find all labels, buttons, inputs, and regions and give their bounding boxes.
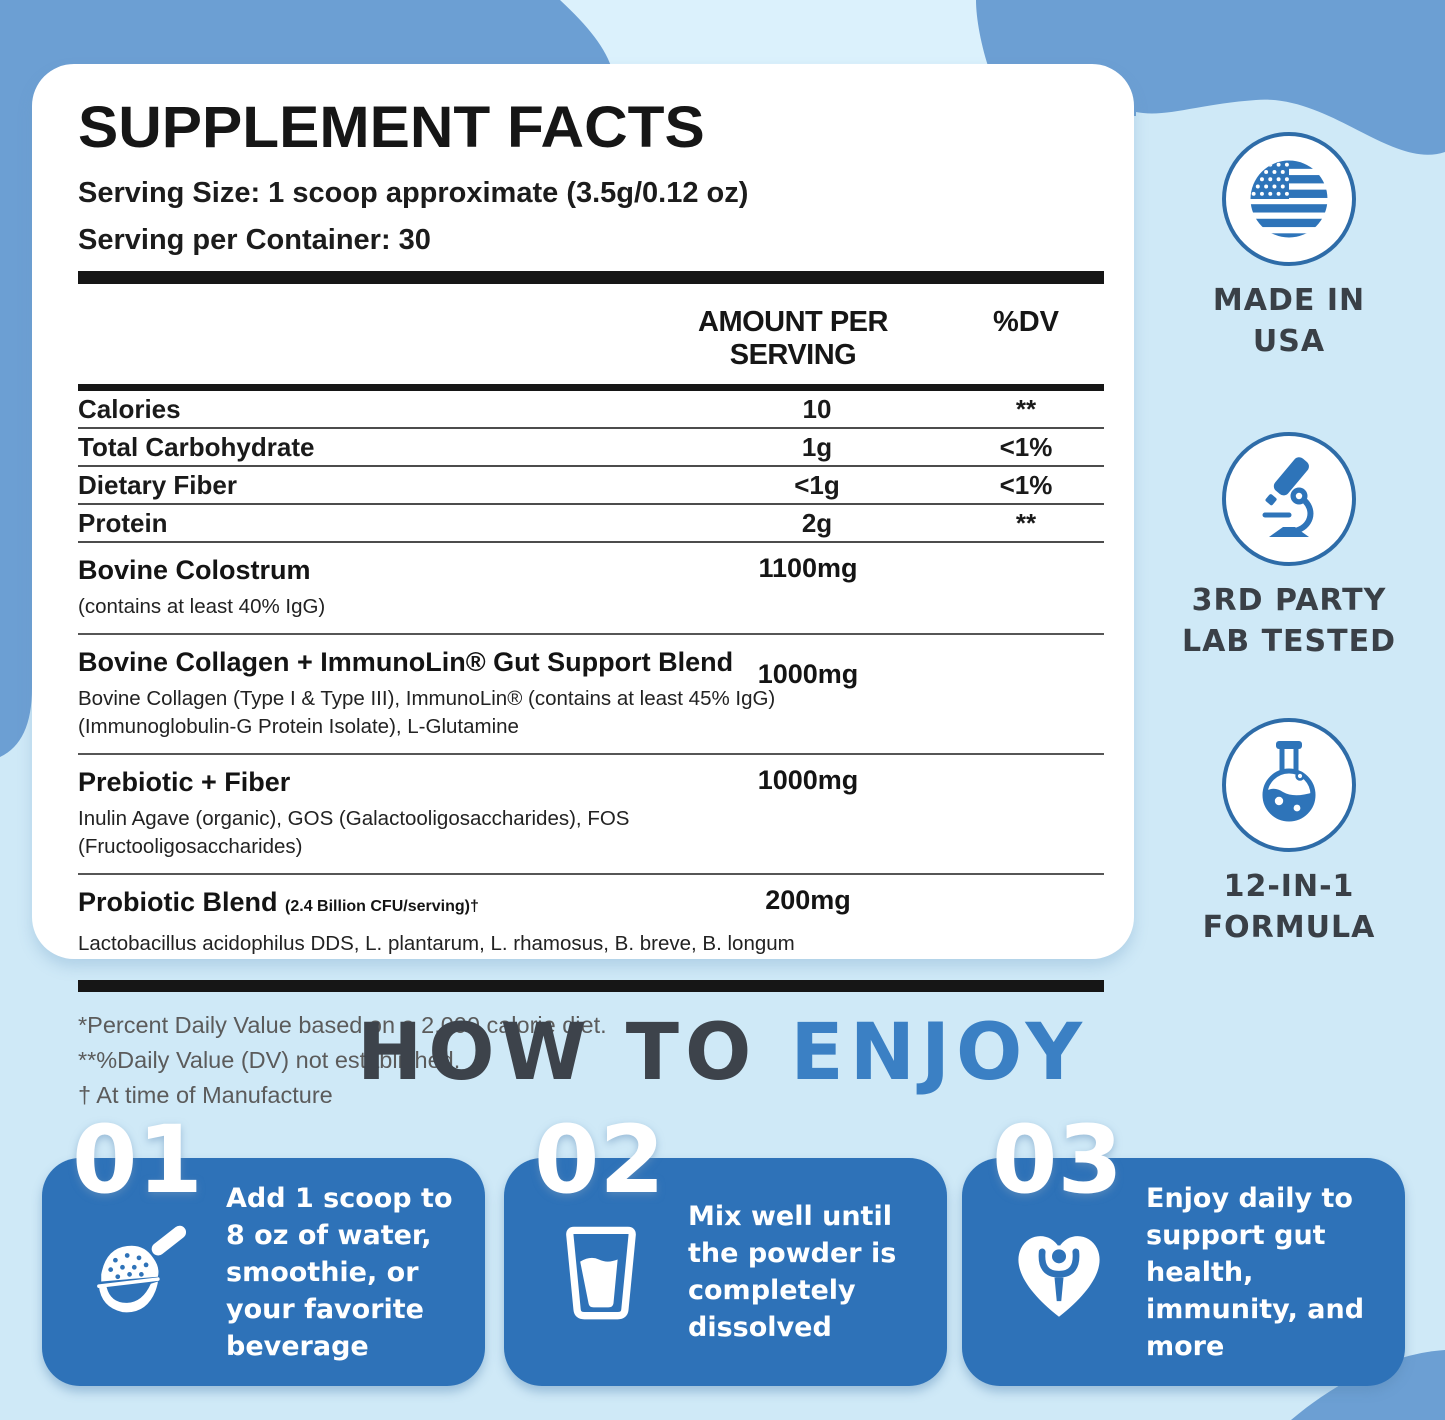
badge-label: 12-IN-1 FORMULA bbox=[1157, 866, 1421, 948]
serving-size-text: Serving Size: 1 scoop approximate (3.5g/… bbox=[78, 177, 749, 209]
nutrient-dv: ** bbox=[1015, 507, 1037, 538]
panel-title: SUPPLEMENT FACTS bbox=[78, 95, 705, 160]
nutrient-dv: ** bbox=[1015, 393, 1037, 424]
step-text: Mix well until the powder is completely … bbox=[688, 1201, 897, 1343]
heart-icon bbox=[1000, 1216, 1118, 1328]
step-number: 01 bbox=[72, 1106, 203, 1215]
blend-amount: 200mg bbox=[765, 885, 851, 915]
blend-row-prebiotic-fiber: Prebiotic + Fiber Inulin Agave (organic)… bbox=[78, 755, 1104, 875]
nutrient-amount: 10 bbox=[802, 393, 832, 424]
servings-per-container-text: Serving per Container: 30 bbox=[78, 224, 431, 256]
nutrient-dv: <1% bbox=[999, 431, 1053, 462]
flask-icon bbox=[1262, 741, 1316, 822]
badge-lab-tested: 3RD PARTY LAB TESTED bbox=[1157, 432, 1421, 662]
blend-name: Prebiotic + Fiber bbox=[78, 767, 291, 797]
table-header-row: AMOUNT PER SERVING %DV bbox=[78, 284, 1104, 391]
blend-row-probiotic: Probiotic Blend (2.4 Billion CFU/serving… bbox=[78, 875, 1104, 970]
table-row: Calories 10 ** bbox=[78, 391, 1104, 429]
nutrient-name: Calories bbox=[78, 393, 181, 424]
how-to-title-dark: HOW TO bbox=[356, 1008, 791, 1098]
blend-amount: 1000mg bbox=[757, 659, 859, 689]
step-text: Enjoy daily to support gut health, immun… bbox=[1146, 1182, 1365, 1362]
nutrient-name: Total Carbohydrate bbox=[78, 431, 315, 462]
nutrient-amount: 1g bbox=[801, 431, 833, 462]
step-card-1: 01 Add 1 scoop to 8 oz of water, smoothi… bbox=[42, 1106, 485, 1386]
nutrition-table: AMOUNT PER SERVING %DV Calories 10 ** To… bbox=[78, 284, 1104, 970]
nutrient-amount: 2g bbox=[801, 507, 833, 538]
blend-name: Probiotic Blend (2.4 Billion CFU/serving… bbox=[78, 885, 1104, 924]
glass-icon bbox=[542, 1220, 660, 1324]
table-row: Protein 2g ** bbox=[78, 505, 1104, 543]
nutrient-dv: <1% bbox=[999, 469, 1053, 500]
supplement-facts-panel: SUPPLEMENT FACTS Serving Size: 1 scoop a… bbox=[32, 64, 1134, 1108]
blend-description: Bovine Collagen (Type I & Type III), Imm… bbox=[78, 687, 776, 738]
top-center-light-blob bbox=[560, 0, 990, 72]
column-header-amount: AMOUNT PER SERVING bbox=[698, 306, 888, 371]
blend-name: Bovine Collagen + ImmunoLin® Gut Support… bbox=[78, 647, 734, 677]
microscope-icon bbox=[1262, 457, 1314, 537]
how-to-title-blue: ENJOY bbox=[790, 1008, 1089, 1098]
divider-bar-top bbox=[78, 271, 1104, 284]
blend-description: Inulin Agave (organic), GOS (Galactoolig… bbox=[78, 807, 630, 858]
badge-circle bbox=[1222, 718, 1356, 852]
blend-name: Bovine Colostrum bbox=[78, 555, 311, 585]
badge-label-line2: LAB TESTED bbox=[1181, 624, 1397, 659]
badge-made-in-usa: MADE IN USA bbox=[1157, 132, 1421, 362]
badge-circle bbox=[1222, 132, 1356, 266]
footnote: **%Daily Value (DV) not established. bbox=[78, 1047, 461, 1073]
blend-amount: 1100mg bbox=[758, 553, 858, 583]
table-row: Total Carbohydrate 1g <1% bbox=[78, 429, 1104, 467]
step-number: 02 bbox=[534, 1106, 665, 1215]
blend-row-bovine-colostrum: Bovine Colostrum (contains at least 40% … bbox=[78, 543, 1104, 635]
blend-name-main: Probiotic Blend bbox=[78, 887, 278, 917]
blend-description: (contains at least 40% IgG) bbox=[78, 595, 326, 618]
nutrient-amount: <1g bbox=[794, 469, 840, 500]
footnote: † At time of Manufacture bbox=[78, 1082, 333, 1108]
footnotes: *Percent Daily Value based on a 2,000 ca… bbox=[78, 1008, 1106, 1113]
badge-label: MADE IN USA bbox=[1157, 280, 1421, 362]
nutrient-name: Dietary Fiber bbox=[78, 469, 237, 500]
header-spacer bbox=[78, 306, 638, 372]
usa-flag-icon bbox=[1250, 160, 1328, 238]
step-card-2: 02 Mix well until the powder is complete… bbox=[504, 1106, 947, 1386]
column-header-dv: %DV bbox=[992, 306, 1060, 338]
step-text: Add 1 scoop to 8 oz of water, smoothie, … bbox=[226, 1182, 453, 1362]
badge-circle bbox=[1222, 432, 1356, 566]
badge-label-line1: 3RD PARTY bbox=[1191, 583, 1387, 618]
nutrient-name: Protein bbox=[78, 507, 168, 538]
blend-row-collagen-immunolin: Bovine Collagen + ImmunoLin® Gut Support… bbox=[78, 635, 1104, 755]
how-to-enjoy-title: HOW TO ENJOY bbox=[0, 1008, 1445, 1098]
footnote: *Percent Daily Value based on a 2,000 ca… bbox=[78, 1012, 607, 1038]
scoop-icon bbox=[80, 1213, 198, 1331]
blend-description: Lactobacillus acidophilus DDS, L. planta… bbox=[78, 932, 795, 955]
divider-bar-bottom bbox=[78, 980, 1104, 992]
badge-label-line2: USA bbox=[1252, 324, 1326, 359]
badge-label-line2: FORMULA bbox=[1202, 910, 1376, 945]
badge-label: 3RD PARTY LAB TESTED bbox=[1157, 580, 1421, 662]
badge-12-in-1-formula: 12-IN-1 FORMULA bbox=[1157, 718, 1421, 948]
blend-name-suffix: (2.4 Billion CFU/serving)† bbox=[285, 898, 479, 915]
badge-label-line1: MADE IN bbox=[1212, 283, 1366, 318]
step-number: 03 bbox=[992, 1106, 1123, 1215]
step-card-3: 03 Enjoy daily to support gut health, im… bbox=[962, 1106, 1405, 1386]
badge-label-line1: 12-IN-1 bbox=[1223, 869, 1355, 904]
blend-amount: 1000mg bbox=[757, 765, 859, 795]
table-row: Dietary Fiber <1g <1% bbox=[78, 467, 1104, 505]
